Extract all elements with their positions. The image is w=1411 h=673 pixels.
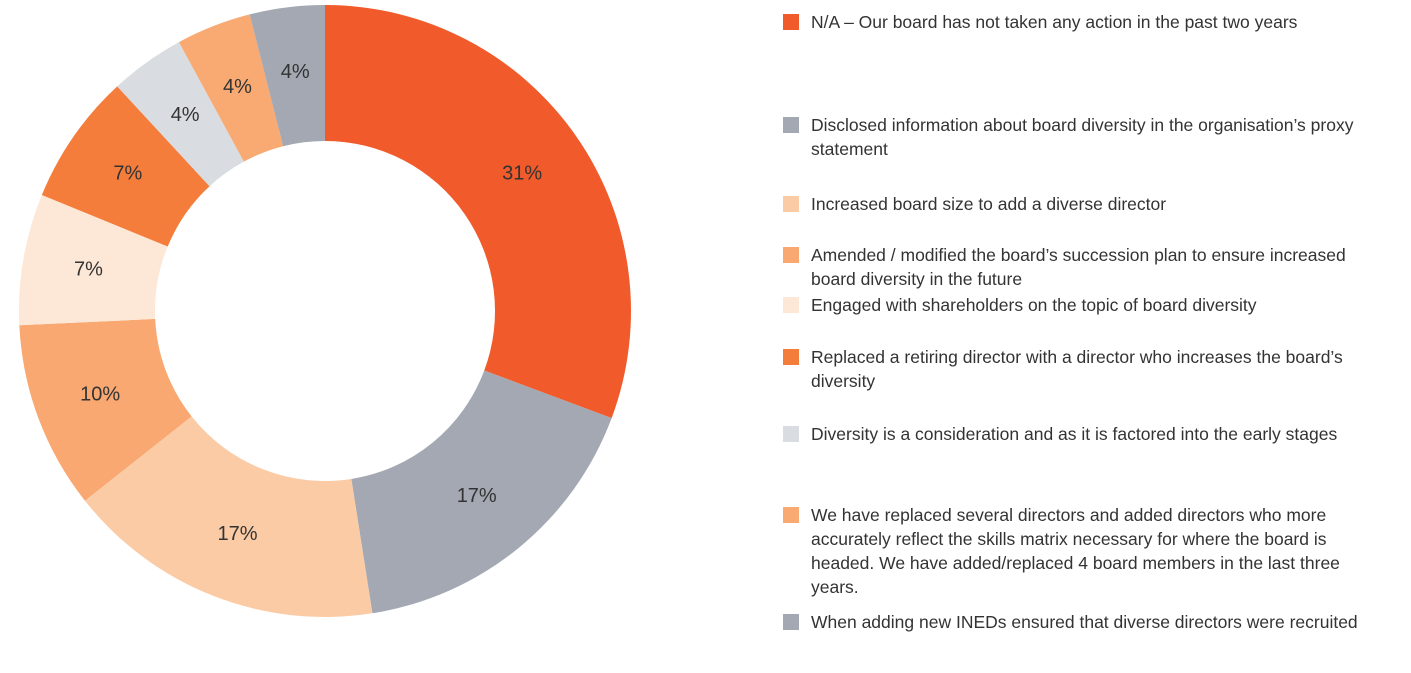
legend-label: N/A – Our board has not taken any action… xyxy=(811,12,1298,32)
legend-label: When adding new INEDs ensured that diver… xyxy=(811,612,1358,632)
legend-swatch xyxy=(783,14,799,30)
legend-swatch xyxy=(783,297,799,313)
legend-item: Engaged with shareholders on the topic o… xyxy=(783,293,1383,317)
donut-slice xyxy=(325,5,631,419)
legend-label: Disclosed information about board divers… xyxy=(811,115,1354,159)
legend-label: Amended / modified the board’s successio… xyxy=(811,245,1346,289)
legend-swatch xyxy=(783,507,799,523)
legend-item: Amended / modified the board’s successio… xyxy=(783,243,1383,291)
legend-item: We have replaced several directors and a… xyxy=(783,503,1383,599)
donut-slice xyxy=(41,86,210,247)
legend-label: Diversity is a consideration and as it i… xyxy=(811,424,1338,444)
donut-slice xyxy=(249,5,325,147)
legend-swatch xyxy=(783,247,799,263)
legend-label: We have replaced several directors and a… xyxy=(811,505,1340,597)
legend-item: When adding new INEDs ensured that diver… xyxy=(783,610,1383,634)
legend-swatch xyxy=(783,426,799,442)
slice-label: 31% xyxy=(502,162,542,184)
legend-swatch xyxy=(783,117,799,133)
donut-slice xyxy=(84,416,373,617)
slice-label: 17% xyxy=(217,523,257,545)
slice-label: 4% xyxy=(171,104,200,126)
legend-swatch xyxy=(783,196,799,212)
donut-chart: 31% 17% 17% 10% 7% 7% 4% 4% 4% xyxy=(19,5,631,617)
slice-label: 10% xyxy=(80,383,120,405)
legend-item: N/A – Our board has not taken any action… xyxy=(783,10,1383,34)
legend-item: Increased board size to add a diverse di… xyxy=(783,192,1383,216)
legend-item: Disclosed information about board divers… xyxy=(783,113,1383,161)
slice-label: 4% xyxy=(223,76,252,98)
donut-slice xyxy=(178,14,284,162)
legend-label: Increased board size to add a diverse di… xyxy=(811,194,1167,214)
legend-label: Replaced a retiring director with a dire… xyxy=(811,347,1343,391)
legend-swatch xyxy=(783,349,799,365)
slice-label: 17% xyxy=(457,485,497,507)
donut-slice xyxy=(117,42,244,187)
slice-label: 7% xyxy=(113,162,142,184)
legend-item: Replaced a retiring director with a dire… xyxy=(783,345,1383,393)
legend-swatch xyxy=(783,614,799,630)
donut-slice xyxy=(19,194,168,326)
slice-label: 4% xyxy=(281,61,310,83)
legend-label: Engaged with shareholders on the topic o… xyxy=(811,295,1257,315)
donut-slice xyxy=(351,370,612,614)
slice-label: 7% xyxy=(74,258,103,280)
donut-slice xyxy=(19,318,192,501)
legend-item: Diversity is a consideration and as it i… xyxy=(783,422,1383,446)
